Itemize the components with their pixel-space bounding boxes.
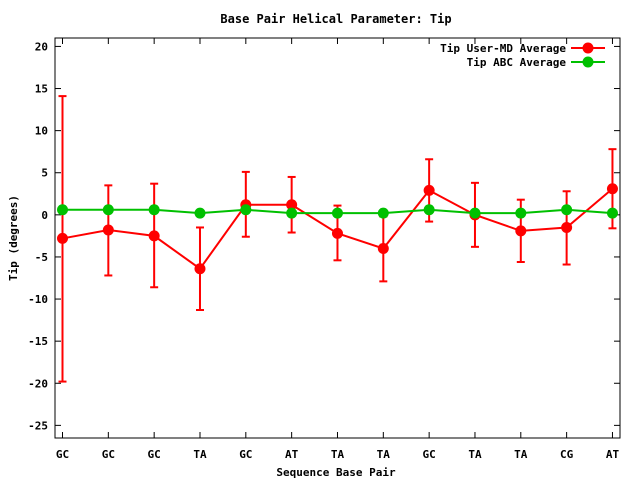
y-tick-label: -20 [28,377,48,390]
y-tick-label: 5 [41,167,48,180]
data-point [423,204,435,216]
x-tick-label: TA [468,448,482,461]
x-tick-label: TA [514,448,528,461]
y-axis: 20 15 10 5 0 -5 -10 -15 -20 -25 [28,40,620,432]
data-point [286,199,298,211]
x-tick-label: TA [331,448,345,461]
y-tick-label: -5 [35,251,48,264]
data-point [606,183,618,195]
y-tick-label: 10 [35,125,48,138]
x-tick-label: TA [193,448,207,461]
x-tick-label: GC [423,448,436,461]
x-tick-label: AT [285,448,299,461]
data-point [148,204,160,216]
data-point [194,263,206,275]
legend-marker [582,42,594,54]
data-point [102,224,114,236]
chart-title: Base Pair Helical Parameter: Tip [220,12,451,26]
data-point [240,204,252,216]
series-layer [57,95,618,383]
data-point [561,204,573,216]
x-axis-label: Sequence Base Pair [276,466,396,479]
legend-label: Tip User-MD Average [440,42,566,55]
y-tick-label: -25 [28,419,48,432]
legend-marker [582,56,594,68]
data-point [57,204,68,216]
data-point [148,230,160,242]
x-axis: GC GC GC TA GC AT TA TA GC TA TA CG AT [56,38,620,461]
y-tick-label: 15 [35,83,48,96]
data-point [606,207,618,219]
series-1 [57,95,618,383]
x-tick-label: CG [560,448,574,461]
x-tick-label: GC [148,448,161,461]
x-tick-label: GC [102,448,115,461]
data-point [286,207,298,219]
data-point [377,243,389,255]
data-point [331,227,343,239]
y-tick-label: 20 [35,40,48,53]
data-point [102,204,114,216]
data-point [515,225,527,237]
data-point [377,207,389,219]
data-point [561,221,573,233]
data-point [423,184,435,196]
legend-label: Tip ABC Average [467,56,567,69]
data-point [515,207,527,219]
x-tick-label: GC [56,448,69,461]
data-point [57,232,68,244]
x-tick-label: AT [606,448,620,461]
y-axis-label: Tip (degrees) [7,195,20,281]
y-tick-label: -10 [28,293,48,306]
data-point [469,207,481,219]
data-point [194,207,206,219]
data-point [331,207,343,219]
y-tick-label: -15 [28,335,48,348]
x-tick-label: TA [377,448,391,461]
series-2 [57,204,618,219]
y-tick-label: 0 [41,209,48,222]
x-tick-label: GC [239,448,252,461]
